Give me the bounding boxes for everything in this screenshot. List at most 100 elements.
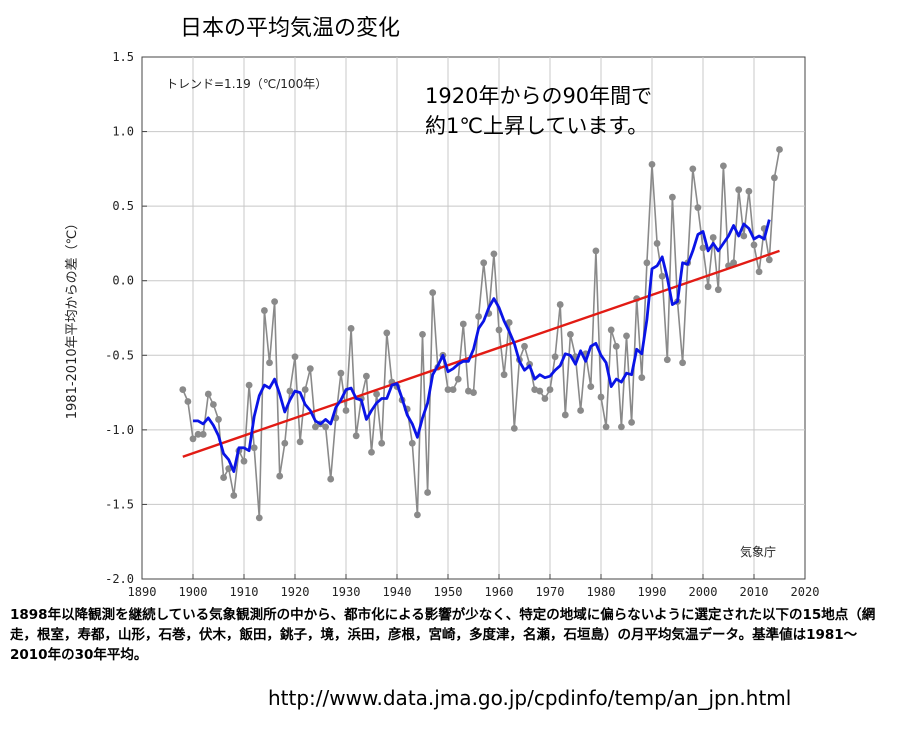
annual-anomaly-point xyxy=(765,256,773,264)
annual-anomaly-point xyxy=(628,419,635,426)
annual-anomaly-point xyxy=(475,313,482,320)
annual-anomaly-point xyxy=(567,331,574,338)
annual-anomaly-point xyxy=(408,439,416,447)
annual-anomaly-point xyxy=(240,457,248,465)
x-tick-label: 1890 xyxy=(128,585,157,599)
annual-anomaly-point xyxy=(505,319,513,326)
temperature-chart: -2.0 -1.5 -1.0 -0.5 0.0 0.5 1.0 1.5 1890 1900 191… xyxy=(65,50,820,599)
annual-anomaly-point xyxy=(266,359,273,367)
source-url[interactable]: http://www.data.jma.go.jp/cpdinfo/temp/a… xyxy=(268,686,792,710)
x-tick-label: 1990 xyxy=(638,585,667,599)
annual-anomaly-point xyxy=(648,160,656,168)
annual-anomaly-point xyxy=(347,325,355,332)
y-tick-label: -1.5 xyxy=(105,497,134,511)
annual-anomaly-point xyxy=(276,472,284,480)
annual-anomaly-point xyxy=(271,298,278,305)
annual-anomaly-point xyxy=(577,407,584,414)
annual-anomaly-point xyxy=(709,234,717,241)
annual-anomaly-point xyxy=(531,386,539,393)
annual-anomaly-point xyxy=(592,247,600,255)
annual-anomaly-point xyxy=(215,416,222,423)
annual-anomaly-point xyxy=(536,387,544,395)
annual-anomaly-point xyxy=(490,250,498,258)
annual-anomaly-point xyxy=(699,244,707,252)
annual-anomaly-point xyxy=(255,514,263,522)
annual-anomaly-point xyxy=(623,332,630,340)
annual-anomaly-point xyxy=(179,386,187,393)
annual-anomaly-point xyxy=(679,359,686,367)
annual-anomaly-point xyxy=(735,186,743,194)
x-tick-label: 1960 xyxy=(485,585,514,599)
annual-anomaly-point xyxy=(495,326,503,334)
annual-anomaly-line xyxy=(182,149,781,518)
annual-anomaly-point xyxy=(740,232,748,240)
annual-anomaly-point xyxy=(342,407,350,414)
x-tick-label: 1940 xyxy=(383,585,412,599)
annual-anomaly-point xyxy=(750,241,758,249)
annual-anomaly-point xyxy=(510,424,518,432)
annual-anomaly-point xyxy=(730,259,737,267)
y-axis-label: 1981-2010年平均からの差（℃） xyxy=(65,217,80,419)
annual-anomaly-point xyxy=(776,146,783,153)
annual-anomaly-point xyxy=(194,430,202,438)
annual-anomaly-point xyxy=(745,187,753,195)
x-tick-label: 1910 xyxy=(230,585,259,599)
annual-anomaly-point xyxy=(643,259,651,267)
annual-anomaly-point xyxy=(210,401,217,408)
annual-anomaly-point xyxy=(541,395,549,402)
annual-anomaly-point xyxy=(704,283,712,291)
trend-label: トレンド=1.19（℃/100年） xyxy=(166,77,327,91)
annual-anomaly-point xyxy=(465,387,472,395)
caption: 1898年以降観測を継続している気象観測所の中から、都市化による影響が少なく、特… xyxy=(10,607,876,663)
y-axis: -2.0 -1.5 -1.0 -0.5 0.0 0.5 1.0 1.5 xyxy=(105,50,147,586)
annual-anomaly-point xyxy=(551,353,559,361)
y-tick-label: 0.5 xyxy=(112,199,134,213)
annual-anomaly-point xyxy=(771,174,778,182)
annual-anomaly-point xyxy=(658,272,666,280)
annual-anomaly-point xyxy=(291,353,299,361)
annual-anomaly-point xyxy=(714,286,722,294)
annual-anomaly-point xyxy=(561,411,569,419)
y-tick-label: 0.0 xyxy=(112,274,134,288)
annual-anomaly-point xyxy=(337,369,345,377)
x-tick-label: 1970 xyxy=(536,585,565,599)
y-tick-label: 1.5 xyxy=(112,50,134,64)
annual-anomaly-point xyxy=(286,387,294,395)
annual-anomaly-point xyxy=(301,386,309,393)
annual-anomaly-point xyxy=(204,390,212,398)
annual-anomaly-point xyxy=(470,389,477,396)
x-tick-label: 1900 xyxy=(179,585,208,599)
x-tick-label: 2020 xyxy=(791,585,820,599)
series-layer xyxy=(179,146,783,522)
annual-anomaly-point xyxy=(689,165,697,173)
x-axis: 1890 1900 1910 1920 1930 1940 1950 1960 1970 1980… xyxy=(128,574,820,599)
annual-anomaly-point xyxy=(612,342,620,350)
y-tick-label: 1.0 xyxy=(112,125,134,139)
annual-anomaly-point xyxy=(261,307,268,314)
x-tick-label: 1930 xyxy=(332,585,361,599)
annual-anomaly-point xyxy=(296,438,304,446)
annual-anomaly-point xyxy=(189,435,197,443)
x-tick-label: 1950 xyxy=(434,585,463,599)
annual-anomaly-point xyxy=(449,386,457,393)
annual-anomaly-point xyxy=(602,423,610,431)
annual-anomaly-point xyxy=(373,390,380,398)
x-tick-label: 2000 xyxy=(689,585,718,599)
annual-anomaly-point xyxy=(653,240,661,247)
annual-anomaly-point xyxy=(424,489,431,496)
annual-anomaly-point xyxy=(454,375,462,383)
y-tick-label: -2.0 xyxy=(105,572,134,586)
y-tick-label: -1.0 xyxy=(105,423,134,437)
annual-anomaly-point xyxy=(556,301,564,308)
annual-anomaly-point xyxy=(500,371,508,379)
annual-anomaly-point xyxy=(755,268,763,276)
x-tick-label: 1920 xyxy=(281,585,310,599)
annual-anomaly-point xyxy=(429,289,437,297)
annual-anomaly-point xyxy=(199,430,207,438)
annual-anomaly-point xyxy=(618,423,625,431)
x-tick-label: 1980 xyxy=(587,585,616,599)
annual-anomaly-point xyxy=(352,432,360,440)
annual-anomaly-point xyxy=(607,326,615,334)
annual-anomaly-point xyxy=(245,381,253,389)
plot-area xyxy=(141,56,806,580)
